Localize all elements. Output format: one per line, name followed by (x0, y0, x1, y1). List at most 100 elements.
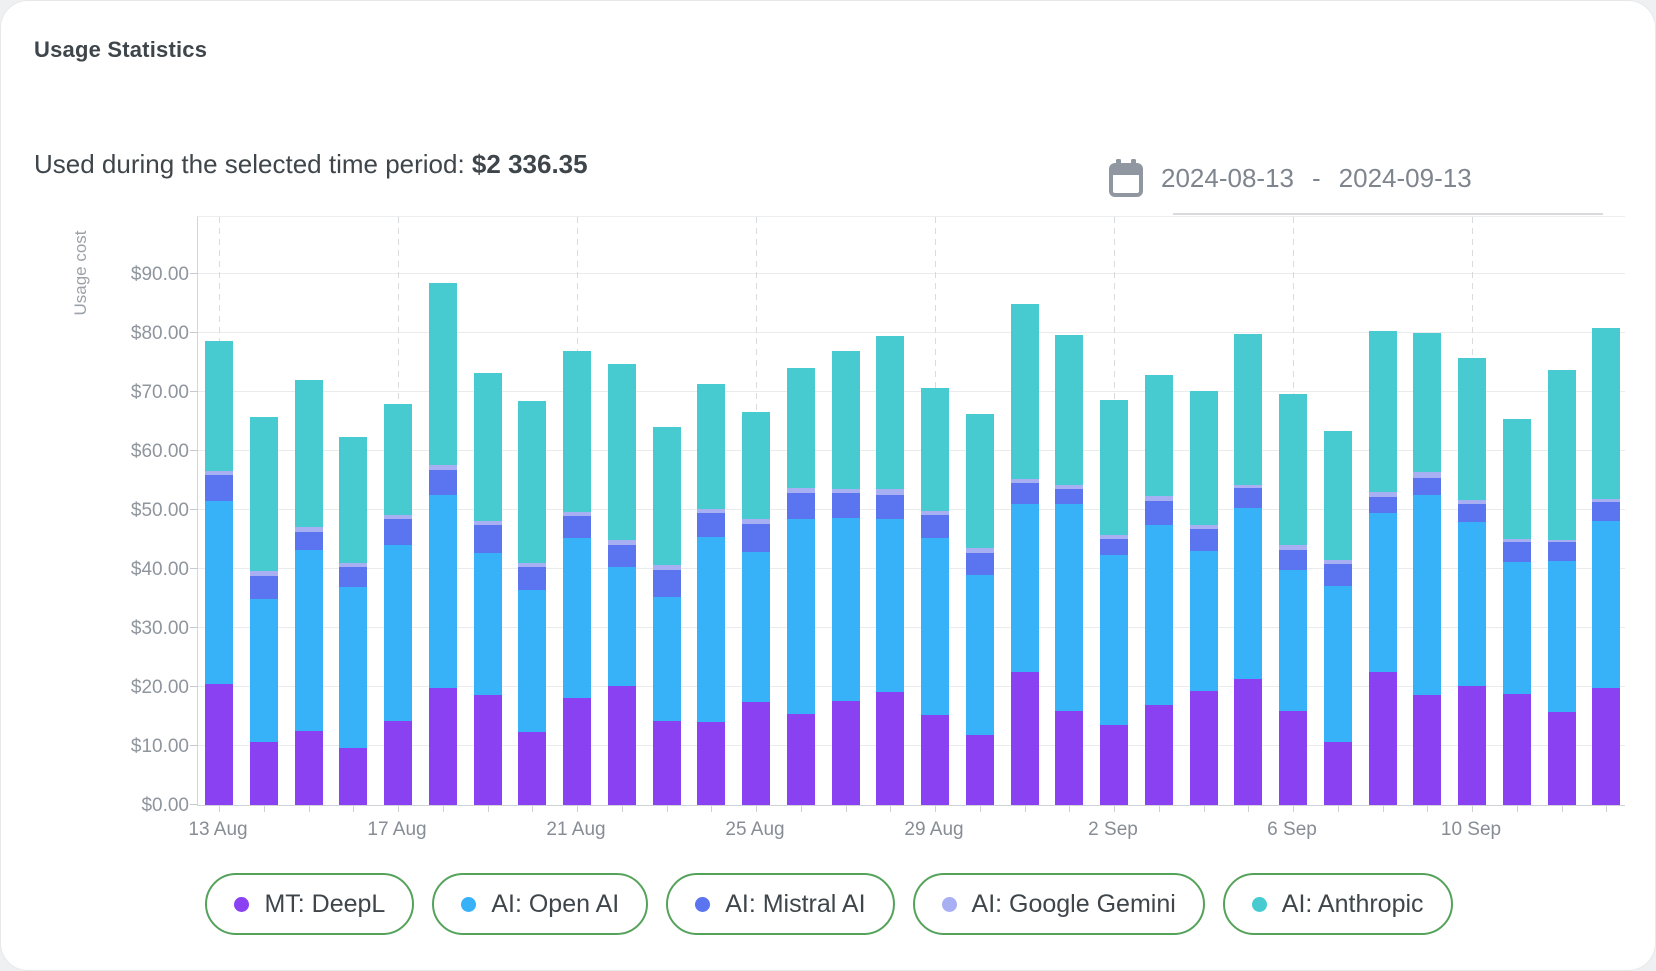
bar-segment-mt-deepl[interactable] (1010, 672, 1039, 805)
bar-10-sep[interactable] (1458, 358, 1486, 805)
bar-4-sep[interactable] (1189, 391, 1218, 805)
bar-segment-ai-anthropic[interactable] (1413, 333, 1442, 472)
bar-segment-ai-anthropic[interactable] (1100, 399, 1128, 535)
bar-segment-mt-deepl[interactable] (697, 721, 726, 805)
bar-segment-ai-google-gemini[interactable] (1144, 495, 1173, 501)
bar-segment-ai-google-gemini[interactable] (1323, 559, 1352, 564)
bar-segment-mt-deepl[interactable] (742, 702, 770, 805)
date-range-picker[interactable]: 2024-08-13 - 2024-09-13 (1109, 141, 1609, 215)
bar-segment-ai-anthropic[interactable] (1592, 327, 1621, 499)
bar-segment-ai-google-gemini[interactable] (786, 488, 815, 493)
bar-segment-mt-deepl[interactable] (1189, 691, 1218, 805)
bar-9-sep[interactable] (1413, 333, 1442, 805)
bar-segment-mt-deepl[interactable] (563, 697, 591, 805)
bar-13-aug[interactable] (205, 340, 233, 805)
bar-segment-ai-anthropic[interactable] (1189, 391, 1218, 525)
bar-segment-ai-mistral-ai[interactable] (1592, 502, 1621, 521)
bar-segment-ai-open-ai[interactable] (473, 553, 502, 695)
bar-14-aug[interactable] (249, 417, 278, 805)
bar-segment-ai-google-gemini[interactable] (384, 515, 412, 520)
bar-segment-ai-mistral-ai[interactable] (1502, 542, 1531, 562)
bar-segment-ai-anthropic[interactable] (876, 335, 905, 489)
bar-segment-ai-anthropic[interactable] (1144, 374, 1173, 496)
bar-segment-ai-google-gemini[interactable] (1502, 538, 1531, 543)
bar-segment-ai-google-gemini[interactable] (518, 563, 547, 568)
bar-segment-ai-anthropic[interactable] (339, 436, 368, 563)
bar-segment-ai-anthropic[interactable] (965, 414, 994, 549)
bar-segment-ai-open-ai[interactable] (1368, 512, 1397, 673)
bar-segment-ai-google-gemini[interactable] (1234, 484, 1263, 489)
bar-segment-ai-mistral-ai[interactable] (831, 493, 860, 518)
bar-15-aug[interactable] (294, 380, 323, 805)
bar-segment-mt-deepl[interactable] (1323, 741, 1352, 805)
bar-segment-ai-mistral-ai[interactable] (1323, 563, 1352, 587)
bar-segment-ai-google-gemini[interactable] (607, 540, 636, 545)
bar-segment-ai-anthropic[interactable] (1055, 335, 1084, 485)
bar-segment-ai-mistral-ai[interactable] (563, 515, 591, 539)
bar-segment-ai-mistral-ai[interactable] (786, 492, 815, 519)
bar-segment-ai-anthropic[interactable] (249, 417, 278, 572)
bar-segment-ai-anthropic[interactable] (697, 383, 726, 509)
bar-segment-mt-deepl[interactable] (1502, 694, 1531, 805)
bar-segment-ai-mistral-ai[interactable] (652, 570, 681, 597)
bar-segment-ai-mistral-ai[interactable] (1234, 488, 1263, 508)
bar-segment-ai-open-ai[interactable] (1189, 551, 1218, 692)
bar-segment-ai-mistral-ai[interactable] (697, 512, 726, 537)
bar-segment-mt-deepl[interactable] (1458, 686, 1486, 805)
bar-segment-mt-deepl[interactable] (1055, 711, 1084, 805)
bar-segment-ai-open-ai[interactable] (786, 518, 815, 715)
bar-segment-ai-google-gemini[interactable] (428, 465, 457, 470)
bar-segment-ai-open-ai[interactable] (1502, 561, 1531, 695)
bar-segment-ai-mistral-ai[interactable] (1189, 529, 1218, 552)
bar-segment-mt-deepl[interactable] (1279, 710, 1307, 805)
bar-segment-ai-anthropic[interactable] (205, 340, 233, 472)
bar-segment-ai-google-gemini[interactable] (1010, 479, 1039, 484)
bar-segment-ai-google-gemini[interactable] (1547, 539, 1576, 543)
bar-12-sep[interactable] (1547, 370, 1576, 805)
bar-segment-ai-anthropic[interactable] (473, 373, 502, 521)
bar-segment-mt-deepl[interactable] (1144, 704, 1173, 805)
bar-segment-ai-google-gemini[interactable] (742, 519, 770, 525)
bar-18-aug[interactable] (428, 282, 457, 805)
bar-segment-ai-anthropic[interactable] (1234, 334, 1263, 485)
bar-11-sep[interactable] (1502, 418, 1531, 805)
bar-segment-ai-open-ai[interactable] (249, 598, 278, 743)
bar-segment-ai-anthropic[interactable] (1323, 430, 1352, 560)
bar-segment-ai-open-ai[interactable] (921, 538, 949, 715)
bar-segment-ai-mistral-ai[interactable] (965, 553, 994, 575)
bar-segment-ai-anthropic[interactable] (921, 387, 949, 511)
bar-segment-ai-mistral-ai[interactable] (607, 544, 636, 567)
bar-segment-ai-google-gemini[interactable] (1592, 498, 1621, 503)
bar-segment-ai-mistral-ai[interactable] (1144, 500, 1173, 525)
bar-1-sep[interactable] (1055, 335, 1084, 805)
bar-segment-mt-deepl[interactable] (1413, 694, 1442, 805)
bar-segment-ai-mistral-ai[interactable] (1279, 550, 1307, 571)
bar-segment-ai-anthropic[interactable] (428, 282, 457, 466)
bar-segment-ai-mistral-ai[interactable] (742, 524, 770, 552)
bar-28-aug[interactable] (876, 335, 905, 805)
bar-segment-ai-google-gemini[interactable] (1458, 499, 1486, 505)
bar-segment-ai-google-gemini[interactable] (1055, 484, 1084, 489)
bar-segment-ai-google-gemini[interactable] (652, 565, 681, 571)
bar-2-sep[interactable] (1100, 399, 1128, 805)
bar-30-aug[interactable] (965, 414, 994, 805)
bar-segment-ai-google-gemini[interactable] (1413, 471, 1442, 478)
bar-segment-ai-mistral-ai[interactable] (1413, 477, 1442, 495)
bar-segment-ai-anthropic[interactable] (518, 401, 547, 564)
bar-20-aug[interactable] (518, 401, 547, 805)
bar-29-aug[interactable] (921, 387, 949, 805)
bar-segment-ai-open-ai[interactable] (697, 536, 726, 722)
bar-segment-ai-mistral-ai[interactable] (473, 524, 502, 554)
bar-segment-ai-open-ai[interactable] (1323, 586, 1352, 742)
bar-8-sep[interactable] (1368, 330, 1397, 805)
bar-segment-ai-google-gemini[interactable] (876, 488, 905, 495)
bar-25-aug[interactable] (742, 412, 770, 805)
bar-21-aug[interactable] (563, 350, 591, 805)
bar-segment-ai-mistral-ai[interactable] (205, 475, 233, 502)
bar-segment-mt-deepl[interactable] (1234, 678, 1263, 805)
bar-segment-ai-google-gemini[interactable] (1100, 534, 1128, 539)
bar-segment-ai-mistral-ai[interactable] (1010, 483, 1039, 505)
bar-segment-ai-open-ai[interactable] (1458, 522, 1486, 687)
bar-segment-ai-mistral-ai[interactable] (249, 576, 278, 599)
bar-segment-ai-open-ai[interactable] (339, 586, 368, 748)
